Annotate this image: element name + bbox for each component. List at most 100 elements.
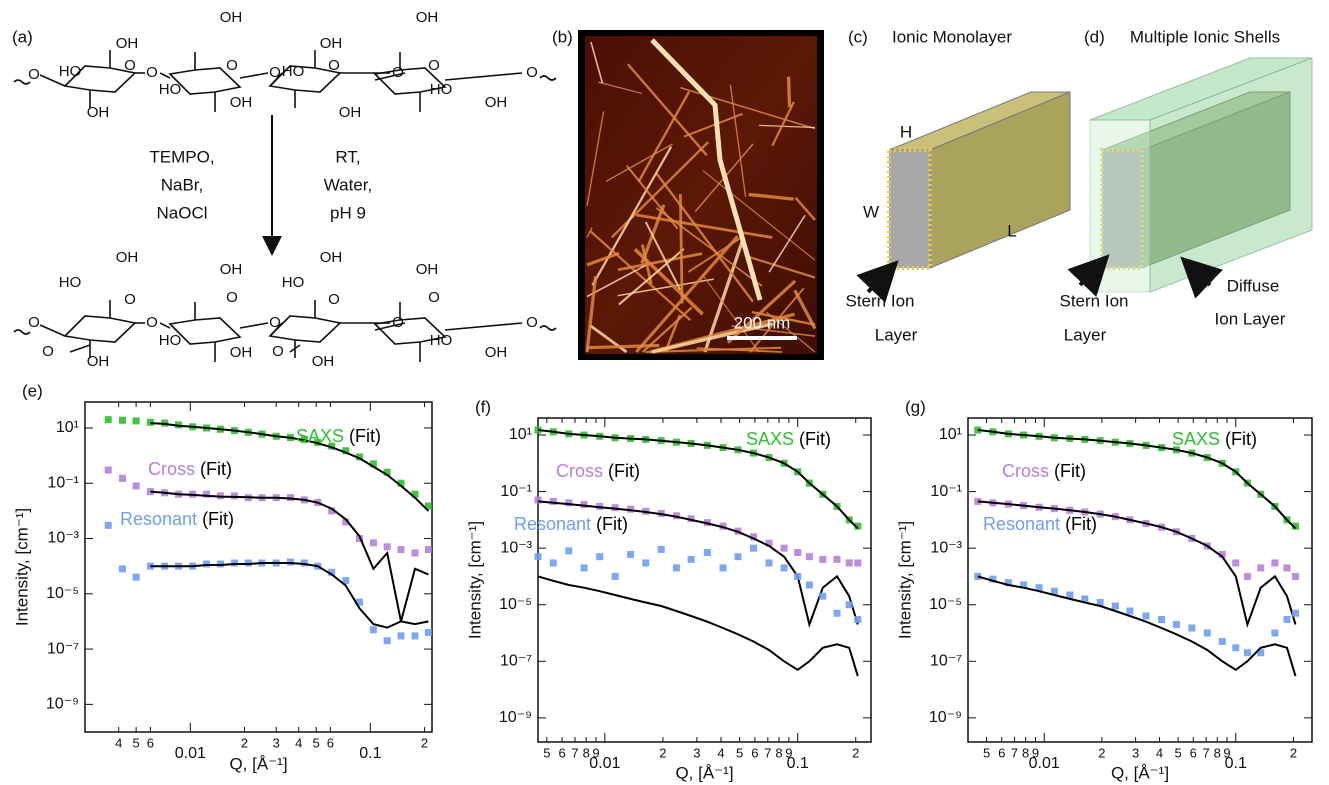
data-point [819,556,826,563]
atom-label: OH [320,249,343,266]
data-point [854,616,861,623]
annotation: Ion Layer [1215,309,1286,328]
reaction-scheme: (a) OHOOHOOHOOHOOHOHOOHOOHOHOOHOOHOOHOHO… [12,9,556,370]
atom-label: OH [116,249,139,266]
data-point [133,574,140,581]
data-point [565,547,572,554]
x-tick-label: 8 [775,745,782,760]
data-point [370,539,377,546]
atom-label: HO [159,81,182,98]
data-point [673,564,680,571]
data-point [1232,559,1239,566]
atom-label: OH [416,9,439,26]
data-point [642,559,649,566]
atom-label: O [146,314,158,331]
legend-entry: (Fit) [1054,461,1086,481]
x-tick-label: 0.01 [175,745,206,762]
x-tick-label: 4 [1156,745,1163,760]
data-point [1173,621,1180,628]
legend-entry: Cross [556,461,603,481]
reagent: TEMPO, [149,147,214,166]
condition: RT, [335,147,360,166]
atom-label: OH [220,261,243,278]
bond [70,345,90,352]
data-point [105,522,112,529]
legend-entry: (Fit) [349,426,381,446]
atom-label: HO [159,332,182,349]
atom-label: O [269,64,281,81]
x-tick-label: 6 [558,745,565,760]
atom-label: O [526,314,538,331]
bond [160,323,170,328]
condition: pH 9 [330,203,366,222]
legend-entry: Cross [148,459,195,479]
figure: (a) OHOOHOOHOOHOOHOHOOHOOHOHOOHOOHOOHOHO… [0,0,1329,785]
atom-label: O [328,57,340,74]
data-point [1292,573,1299,580]
plot-frame [85,402,432,732]
y-tick-label: 10⁻¹ [500,483,532,500]
wavy-bond [540,326,556,330]
data-point [854,559,861,566]
data-point [1232,644,1239,651]
legend-entry: (Fit) [608,461,640,481]
data-point [627,551,634,558]
legend-entry: (Fit) [596,514,628,534]
atom-label: O [42,343,54,360]
x-tick-label: 5 [133,735,140,750]
atom-label: O [428,289,440,306]
x-tick-label: 3 [693,745,700,760]
panel-label: (g) [905,397,926,416]
data-point [846,559,853,566]
bond [445,73,522,80]
data-point [794,549,801,556]
data-point [781,545,788,552]
data-point [1257,564,1264,571]
annotation: Stern Ion [846,291,915,310]
data-point [581,564,588,571]
x-tick-label: 6 [1190,745,1197,760]
data-point [1271,630,1278,637]
data-point [720,564,727,571]
y-tick-label: 10⁻¹ [930,483,962,500]
data-point [1204,630,1211,637]
dimension-label: L [1007,221,1016,240]
atom-label: O [269,314,281,331]
atom-label: HO [59,274,82,291]
x-tick-label: 0.01 [1029,755,1060,772]
data-point [612,573,619,580]
y-axis-label: Intensity, [cm⁻¹] [12,508,31,626]
x-tick-label: 0.1 [787,755,809,772]
y-tick-label: 10⁻⁷ [500,653,532,670]
panel-label: (c) [848,27,868,46]
data-point [806,581,813,588]
atom-label: HO [282,274,305,291]
box-front [889,150,930,268]
data-point [734,553,741,560]
data-point [133,482,140,489]
data-point [1271,559,1278,566]
y-tick-label: 10⁻³ [930,539,962,556]
data-point [105,416,112,423]
x-tick-label: 6 [327,735,334,750]
y-tick-label: 10⁻¹ [47,474,79,491]
data-point [658,546,665,553]
data-point [781,564,788,571]
legend-entry: (Fit) [202,509,234,529]
data-point [1292,610,1299,617]
pointer-arrow [868,266,893,292]
bond [240,323,268,328]
panel-label: (f) [475,397,491,416]
x-axis-label: Q, [Å⁻¹] [675,763,733,782]
x-tick-label: 5 [543,745,550,760]
atom-label: O [226,57,238,74]
x-tick-label: 6 [998,745,1005,760]
atom-label: O [226,289,238,306]
atom-label: O [28,314,40,331]
atom-label: HO [282,63,305,80]
x-tick-label: 0.01 [589,755,620,772]
x-tick-label: 7 [1202,745,1209,760]
fit-line [150,563,428,628]
x-tick-label: 7 [571,745,578,760]
atom-label: O [526,64,538,81]
